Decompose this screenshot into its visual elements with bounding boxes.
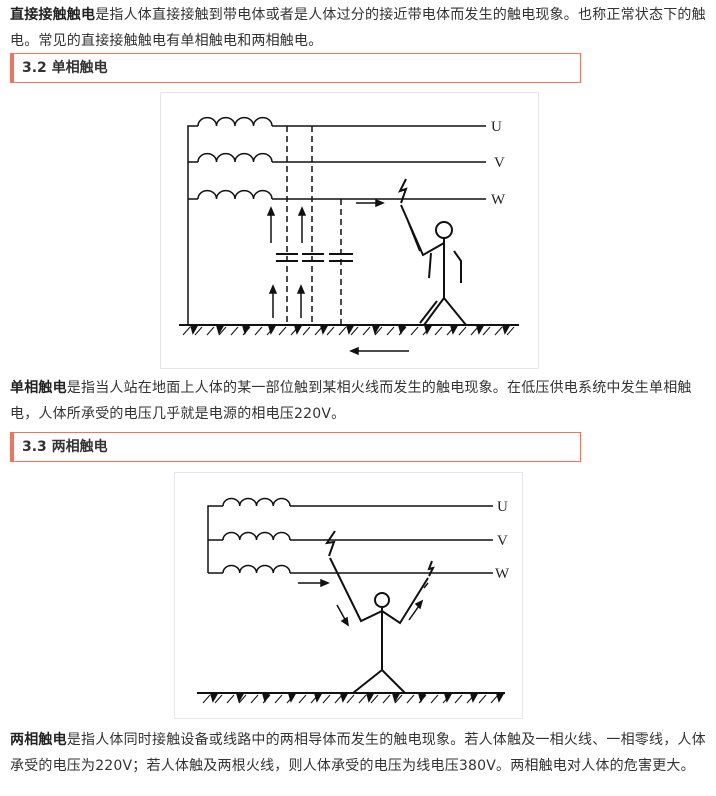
ground-mark [294,325,303,335]
ground-mark [372,325,381,335]
ground-mark [216,325,225,335]
ground-hatch [470,326,479,336]
ground-mark [262,693,271,703]
ground-hatch [314,326,323,336]
ground-hatch [362,326,371,336]
ground-mark [450,325,459,335]
ground-hatch [478,694,487,704]
ground-hatch [406,694,415,704]
ground-hatch [238,694,247,704]
ground-hatch [382,694,391,704]
ground-hatch [458,326,467,336]
ground-mark [444,693,453,703]
ground-hatch [386,326,395,336]
phase-label-v: V [494,155,505,171]
ground-mark [476,325,485,335]
term: 直接接触触电 [10,7,96,23]
phase-label-v: V [497,533,508,549]
ground-mark [502,325,511,335]
paragraph-direct-contact: 直接接触触电是指人体直接接触到带电体或者是人体过分的接近带电体而发生的触电现象。… [10,2,710,54]
transformer-coil [222,531,291,541]
ground-mark [314,693,323,703]
ground-hatch [322,694,331,704]
phase-label-w: W [495,566,510,582]
ground-hatch [230,326,239,336]
ground-hatch [430,694,439,704]
ground-mark [470,693,479,703]
ground-mark [346,325,355,335]
ground-mark [320,325,329,335]
ground-hatch [434,326,443,336]
ground-hatch [494,326,503,336]
ground-hatch [374,326,383,336]
term: 单相触电 [10,380,67,396]
ground-mark [288,693,297,703]
term: 两相触电 [10,732,67,748]
ground-mark [236,693,245,703]
ground-hatch [490,694,499,704]
ground-hatch [358,694,367,704]
ground-mark [268,325,277,335]
ground-mark [366,693,375,703]
transformer-coil [222,564,291,574]
ground-hatch [214,694,223,704]
ground-hatch [182,326,191,336]
ground-hatch [410,326,419,336]
ground-mark [242,325,251,335]
ground-hatch [250,694,259,704]
transformer-coil [197,116,273,127]
ground-hatch [278,326,287,336]
section-heading-two-phase: 3.3 两相触电 [10,432,581,462]
ground-hatch [298,694,307,704]
ground-hatch [254,326,263,336]
paragraph-single-phase: 单相触电是指当人站在地面上人体的某一部位触到某相火线而发生的触电现象。在低压供电… [10,375,710,427]
section-heading-single-phase: 3.2 单相触电 [10,53,581,83]
figure-single-phase-diagram: U V W [160,92,539,369]
ground-hatch [506,326,515,336]
paragraph-text: 是指当人站在地面上人体的某一部位触到某相火线而发生的触电现象。在低压供电系统中发… [10,380,692,422]
ground-hatch [338,326,347,336]
ground-hatch [202,694,211,704]
paragraph-text: 是指人体直接接触到带电体或者是人体过分的接近带电体而发生的触电现象。也称正常状态… [10,7,706,49]
ground-hatch [482,326,491,336]
ground-mark [210,693,219,703]
ground-hatch [346,694,355,704]
ground-hatch [194,326,203,336]
phase-label-w: W [491,192,506,208]
figure-two-phase-diagram: U V W [174,472,523,719]
ground-hatch [326,326,335,336]
ground-hatch [226,694,235,704]
ground-hatch [218,326,227,336]
ground-mark [340,693,349,703]
transformer-coil [197,189,273,200]
ground-hatch [302,326,311,336]
ground-hatch [370,694,379,704]
phase-label-u: U [491,119,502,135]
ground-mark [496,693,505,703]
ground-hatch [394,694,403,704]
transformer-coil [222,497,291,507]
paragraph-two-phase: 两相触电是指人体同时接触设备或线路中的两相导体而发生的触电现象。若人体触及一相火… [10,727,710,779]
ground-hatch [454,694,463,704]
ground-mark [392,693,401,703]
ground-mark [424,325,433,335]
ground-hatch [206,326,215,336]
ground-mark [418,693,427,703]
transformer-coil [197,152,273,163]
ground-hatch [334,694,343,704]
ground-hatch [274,694,283,704]
ground-mark [398,325,407,335]
paragraph-text: 是指人体同时接触设备或线路中的两相导体而发生的触电现象。若人体触及一相火线、一相… [10,732,706,774]
ground-hatch [350,326,359,336]
phase-label-u: U [497,499,508,515]
ground-mark [190,325,199,335]
